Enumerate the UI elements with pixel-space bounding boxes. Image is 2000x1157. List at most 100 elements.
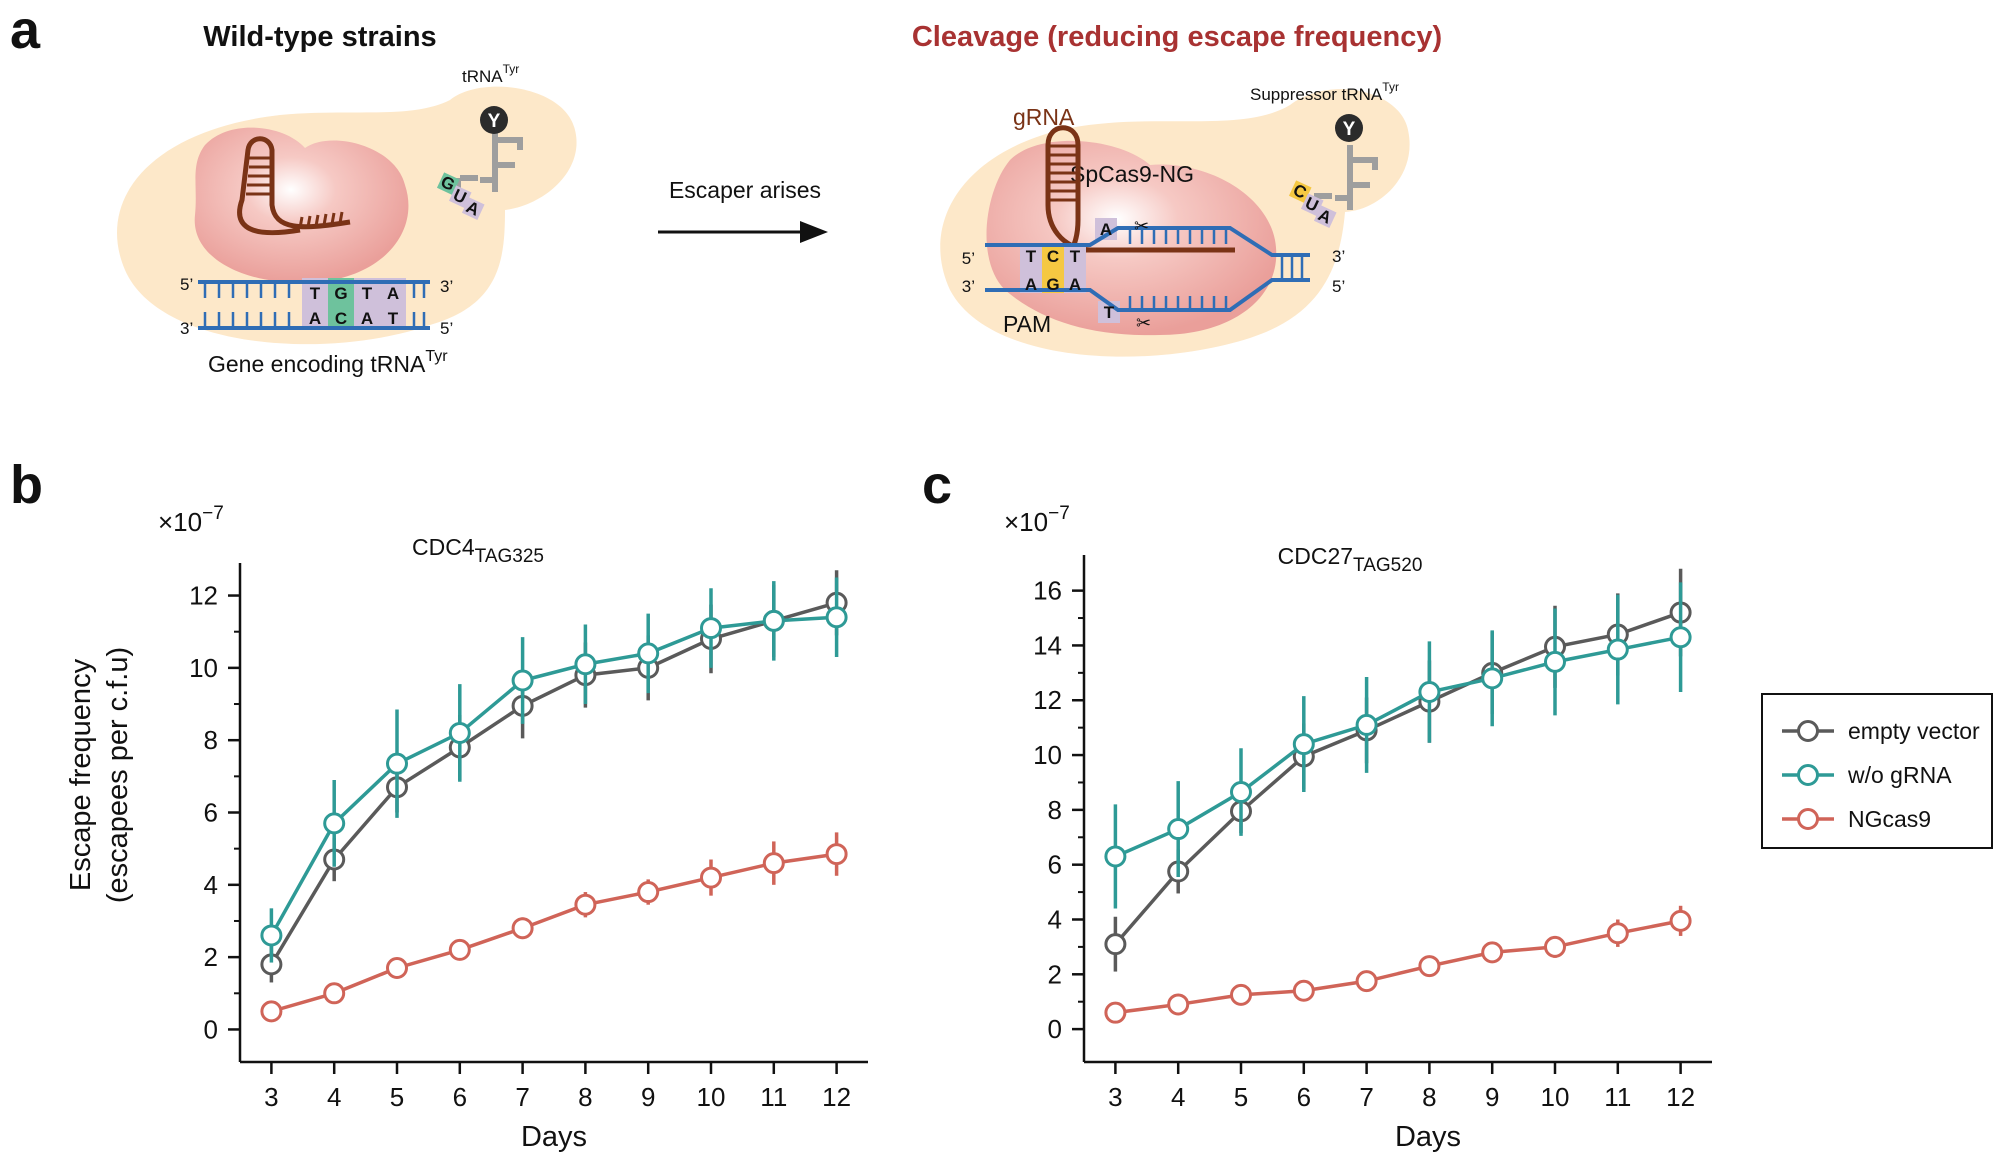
data-point: [825, 843, 848, 866]
data-point: [1104, 933, 1127, 956]
dna-base: A: [309, 309, 321, 328]
x-tick-label: 5: [390, 1082, 404, 1112]
chart-b-plot: 0 2 4 6 8 10 12 3 4 5 6 7 8 9 10 11 12: [189, 563, 868, 1112]
data-point: [1355, 713, 1378, 736]
dna-end-label: 3’: [962, 277, 975, 296]
data-point: [700, 866, 722, 889]
legend-item: empty vector: [1782, 718, 1980, 744]
data-point: [1669, 909, 1692, 932]
dna-end-label: 3’: [180, 319, 193, 338]
y-tick-label: 4: [204, 870, 218, 900]
legend-label: NGcas9: [1848, 806, 1931, 832]
data-point: [1230, 781, 1252, 804]
data-point: [1544, 650, 1566, 673]
data-point: [825, 606, 848, 629]
right-title: Cleavage (reducing escape frequency): [912, 21, 1442, 53]
scissors-icon: ✂: [1136, 313, 1151, 333]
suppressor-trna: Y C U A: [1288, 114, 1378, 228]
svg-text:Escape frequency: Escape frequency: [65, 658, 97, 891]
data-point: [574, 653, 597, 676]
left-title: Wild-type strains: [203, 21, 436, 53]
dna-base: T: [1104, 303, 1115, 322]
x-tick-label: 7: [515, 1082, 529, 1112]
x-tick-label: 3: [264, 1082, 278, 1112]
dna-base: C: [335, 309, 347, 328]
x-axis-label: Days: [521, 1121, 587, 1153]
amino-acid-letter: Y: [488, 111, 501, 132]
series-line: [1115, 919, 1681, 1015]
y-tick-label: 2: [204, 942, 218, 972]
series-w-o-grna: [260, 577, 848, 963]
y-tick-label: 16: [1033, 576, 1062, 606]
data-point: [323, 982, 346, 1005]
y-tick-label: 12: [189, 581, 218, 611]
dna-base: A: [1100, 220, 1112, 239]
y-tick-label: 2: [1048, 959, 1062, 989]
dna-base: T: [388, 309, 399, 328]
legend-label: empty vector: [1848, 718, 1980, 744]
wt-anticodon: G U A: [436, 172, 485, 220]
arrow-label: Escaper arises: [669, 177, 821, 203]
data-point: [637, 642, 660, 665]
data-point: [448, 721, 471, 744]
grna-stem: [1049, 144, 1077, 202]
y-tick-label: 10: [1033, 740, 1062, 770]
data-point: [762, 609, 785, 632]
y-tick-label: 6: [1048, 850, 1062, 880]
panel-a: a Wild-type strains Cleavage (reducing e…: [10, 0, 1442, 377]
series-empty-vector: [260, 570, 848, 983]
series-line: [1114, 635, 1681, 859]
data-point: [511, 917, 534, 940]
y-multiplier: ×10−7: [1004, 503, 1070, 537]
x-tick-label: 4: [327, 1082, 341, 1112]
data-point: [1418, 955, 1441, 978]
dna-base: G: [334, 284, 347, 303]
legend-marker: [1797, 720, 1819, 742]
pam-label: PAM: [1003, 311, 1051, 337]
x-tick-label: 9: [1485, 1082, 1499, 1112]
data-point: [1544, 935, 1566, 958]
series-line: [1114, 610, 1682, 946]
rna-stem-bases: [246, 156, 344, 229]
wild-type-cell: tRNATyr Y G U A: [117, 62, 577, 377]
data-point: [1418, 681, 1441, 704]
x-tick-label: 8: [1422, 1082, 1436, 1112]
x-tick-label: 12: [822, 1082, 851, 1112]
y-tick-label: 0: [1048, 1014, 1062, 1044]
y-tick-label: 8: [1048, 795, 1062, 825]
y-tick-label: 12: [1033, 685, 1062, 715]
gene-label: Gene encoding tRNATyr: [208, 348, 448, 377]
y-tick-label: 4: [1048, 904, 1062, 934]
dna-base: T: [1026, 247, 1037, 266]
y-tick-label: 0: [204, 1014, 218, 1044]
series-line: [269, 615, 837, 937]
dna-base: A: [1069, 275, 1081, 294]
rna-hairpin: [237, 136, 351, 236]
series-ngcas9: [1104, 905, 1692, 1024]
data-point: [1669, 626, 1692, 649]
trna-label: tRNATyr: [462, 62, 519, 86]
data-point: [448, 938, 471, 961]
target-dna: T C T A G A A T ✂ ✂ 5’ 3’ 3’ 5’: [962, 216, 1345, 333]
y-tick-label: 8: [204, 725, 218, 755]
data-point: [511, 669, 534, 692]
data-point: [1292, 979, 1315, 1002]
x-tick-label: 8: [578, 1082, 592, 1112]
chart-title: CDC4TAG325: [412, 534, 544, 567]
data-point: [260, 924, 283, 947]
trna-wt: Y: [455, 106, 523, 195]
x-tick-label: 10: [697, 1082, 726, 1112]
x-tick-label: 4: [1171, 1082, 1185, 1112]
x-tick-label: 3: [1108, 1082, 1122, 1112]
legend-item: NGcas9: [1782, 806, 1931, 832]
y-tick-label: 6: [204, 798, 218, 828]
series-empty-vector: [1104, 568, 1692, 972]
data-point: [1104, 1001, 1127, 1024]
y-axis-label: Escape frequency (escapees per c.f.u): [65, 647, 134, 903]
panel-label-a: a: [10, 0, 41, 60]
data-point: [260, 1000, 283, 1023]
data-point: [574, 893, 597, 916]
dna-end-label: 3’: [440, 277, 453, 296]
dna-end-label: 5’: [1332, 277, 1345, 296]
data-point: [1481, 667, 1504, 690]
